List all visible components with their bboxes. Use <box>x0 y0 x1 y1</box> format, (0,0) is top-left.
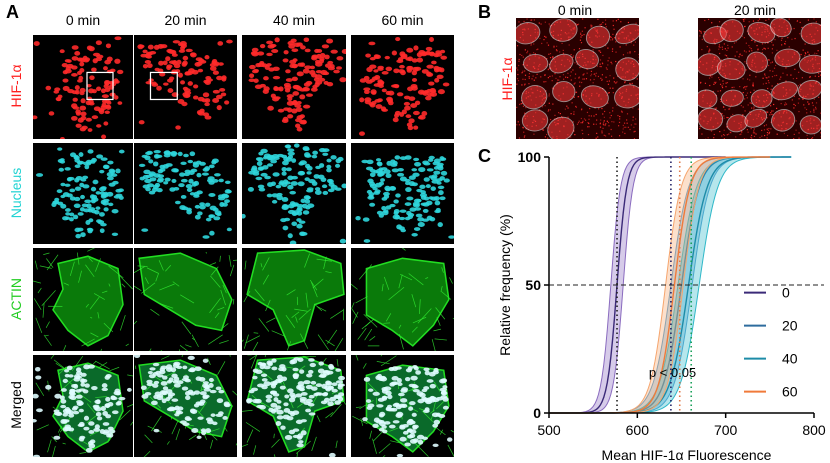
micrograph-tile <box>134 248 237 351</box>
micrograph-tile <box>242 35 346 139</box>
panel-a-row-label-3: Merged <box>8 381 24 429</box>
panel-b-title-0: 0 min <box>557 2 593 18</box>
y-tick-label: 50 <box>525 277 541 293</box>
panel-a-row-label-1: Nucleus <box>8 167 24 218</box>
micrograph-tile <box>134 35 237 139</box>
panel-a-row-label-0: HIF-1α <box>8 64 24 108</box>
micrograph-tile <box>33 355 133 457</box>
panel-b-title-1: 20 min <box>733 2 777 18</box>
x-tick-label: 600 <box>626 422 650 438</box>
micrograph-tile <box>351 35 454 139</box>
panel-a-time-label-3: 60 min <box>381 12 424 28</box>
micrograph-tile <box>351 143 454 244</box>
micrograph-tile <box>242 143 346 244</box>
micrograph-tile <box>134 143 237 244</box>
y-tick-label: 100 <box>518 149 542 165</box>
micrograph-tile <box>242 248 346 351</box>
micrograph-tile <box>242 355 346 457</box>
micrograph-tile <box>351 248 454 351</box>
x-tick-label: 800 <box>802 422 826 438</box>
panel-a-row-label-2: ACTIN <box>8 277 24 320</box>
micrograph-tile <box>351 355 454 457</box>
x-tick-label: 500 <box>537 422 561 438</box>
x-tick-label: 700 <box>714 422 738 438</box>
y-axis-label: Relative frequency (%) <box>497 214 513 356</box>
panel-c-letter: C <box>478 146 491 166</box>
x-axis-label: Mean HIF-1α Fluorescence <box>602 447 772 463</box>
legend-label-60: 60 <box>782 384 798 400</box>
panel-b-letter: B <box>478 2 491 22</box>
legend-label-40: 40 <box>782 351 798 367</box>
panel-b-row-label: HIF-1α <box>499 57 515 101</box>
micrograph-tile <box>134 355 237 457</box>
micrograph-tile <box>33 35 133 139</box>
p-value-annotation: p < 0.05 <box>649 365 696 380</box>
y-tick-label: 0 <box>533 405 541 421</box>
legend-label-0: 0 <box>782 285 790 301</box>
legend-label-20: 20 <box>782 318 798 334</box>
panel-b-image-1 <box>698 18 821 139</box>
micrograph-tile <box>33 248 133 351</box>
micrograph-tile <box>33 143 133 244</box>
panel-a-time-label-1: 20 min <box>164 12 207 28</box>
panel-a-letter: A <box>6 2 19 22</box>
panel-b-image-0 <box>516 18 639 139</box>
panel-a-time-label-0: 0 min <box>65 12 101 28</box>
panel-a-time-label-2: 40 min <box>272 12 316 28</box>
